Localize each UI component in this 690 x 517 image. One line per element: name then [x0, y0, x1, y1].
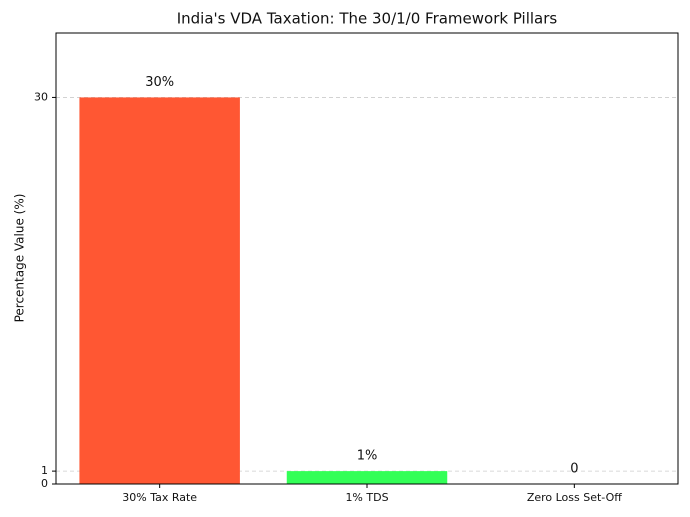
chart-title: India's VDA Taxation: The 30/1/0 Framewo… [177, 10, 558, 28]
bar [286, 471, 448, 484]
plot-frame [55, 32, 679, 485]
x-tick-label: 30% Tax Rate [122, 491, 197, 504]
x-tick-label: Zero Loss Set-Off [527, 491, 622, 504]
bar [79, 97, 240, 484]
value-label: 1% [357, 449, 378, 464]
x-tick-label: 1% TDS [345, 491, 388, 504]
y-tick-label: 0 [41, 477, 48, 490]
value-label: 0 [570, 462, 578, 477]
value-label: 30% [145, 75, 174, 90]
y-tick-label: 1 [41, 464, 48, 477]
y-tick-label: 30 [34, 90, 48, 103]
y-axis-label: Percentage Value (%) [13, 194, 27, 323]
